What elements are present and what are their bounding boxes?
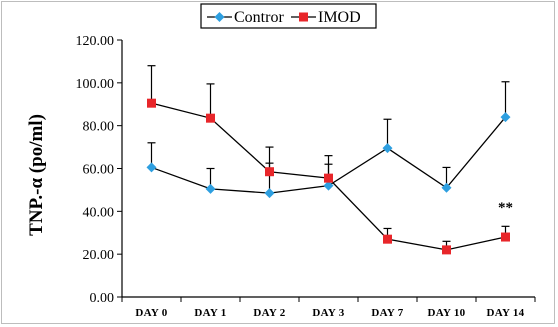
data-point-contror	[264, 188, 275, 199]
data-point-contror	[205, 183, 216, 194]
data-point-imod	[442, 245, 451, 255]
y-tick-label: 60.00	[83, 163, 115, 178]
legend-label-imod: IMOD	[318, 9, 361, 26]
x-tick-label: DAY 0	[135, 307, 167, 319]
y-tick-label: 80.00	[83, 120, 115, 135]
x-tick-label: DAY 14	[487, 307, 525, 319]
y-tick-label: 100.00	[76, 77, 115, 92]
series-markers	[146, 98, 511, 255]
data-point-contror	[146, 162, 157, 173]
significance-marker: **	[498, 200, 513, 216]
data-point-contror	[382, 143, 393, 154]
data-point-imod	[147, 98, 156, 108]
error-bars	[147, 65, 510, 250]
data-point-contror	[500, 112, 511, 123]
data-point-imod	[324, 173, 333, 183]
y-tick-label: 20.00	[83, 248, 115, 263]
legend: Contror IMOD	[200, 3, 377, 29]
x-tick-label: DAY 2	[253, 307, 285, 319]
legend-marker-contror	[214, 12, 225, 22]
data-point-imod	[501, 232, 510, 242]
y-tick-label: 40.00	[83, 205, 115, 220]
data-point-imod	[265, 167, 274, 177]
axes	[117, 39, 536, 302]
x-tick-labels: DAY 0 DAY 1 DAY 2 DAY 3 DAY 7 DAY 10 DAY 14	[135, 307, 524, 319]
data-point-contror	[323, 180, 334, 191]
y-axis-title: TNP.-α (po/ml)	[26, 114, 47, 236]
y-tick-labels: 0.00 20.00 40.00 60.00 80.00 100.00 120.00	[76, 34, 115, 306]
x-tick-label: DAY 7	[371, 307, 403, 319]
y-tick-label: 0.00	[90, 291, 115, 306]
y-tick-label: 120.00	[76, 34, 115, 49]
x-tick-label: DAY 3	[312, 307, 344, 319]
annotations: **	[498, 200, 513, 216]
data-point-contror	[441, 182, 452, 193]
legend-label-contror: Contror	[234, 9, 284, 26]
x-tick-label: DAY 10	[428, 307, 466, 319]
data-point-imod	[206, 113, 215, 123]
legend-box	[200, 3, 377, 29]
x-tick-label: DAY 1	[194, 307, 226, 319]
legend-marker-imod	[299, 12, 308, 22]
data-point-imod	[383, 234, 392, 244]
